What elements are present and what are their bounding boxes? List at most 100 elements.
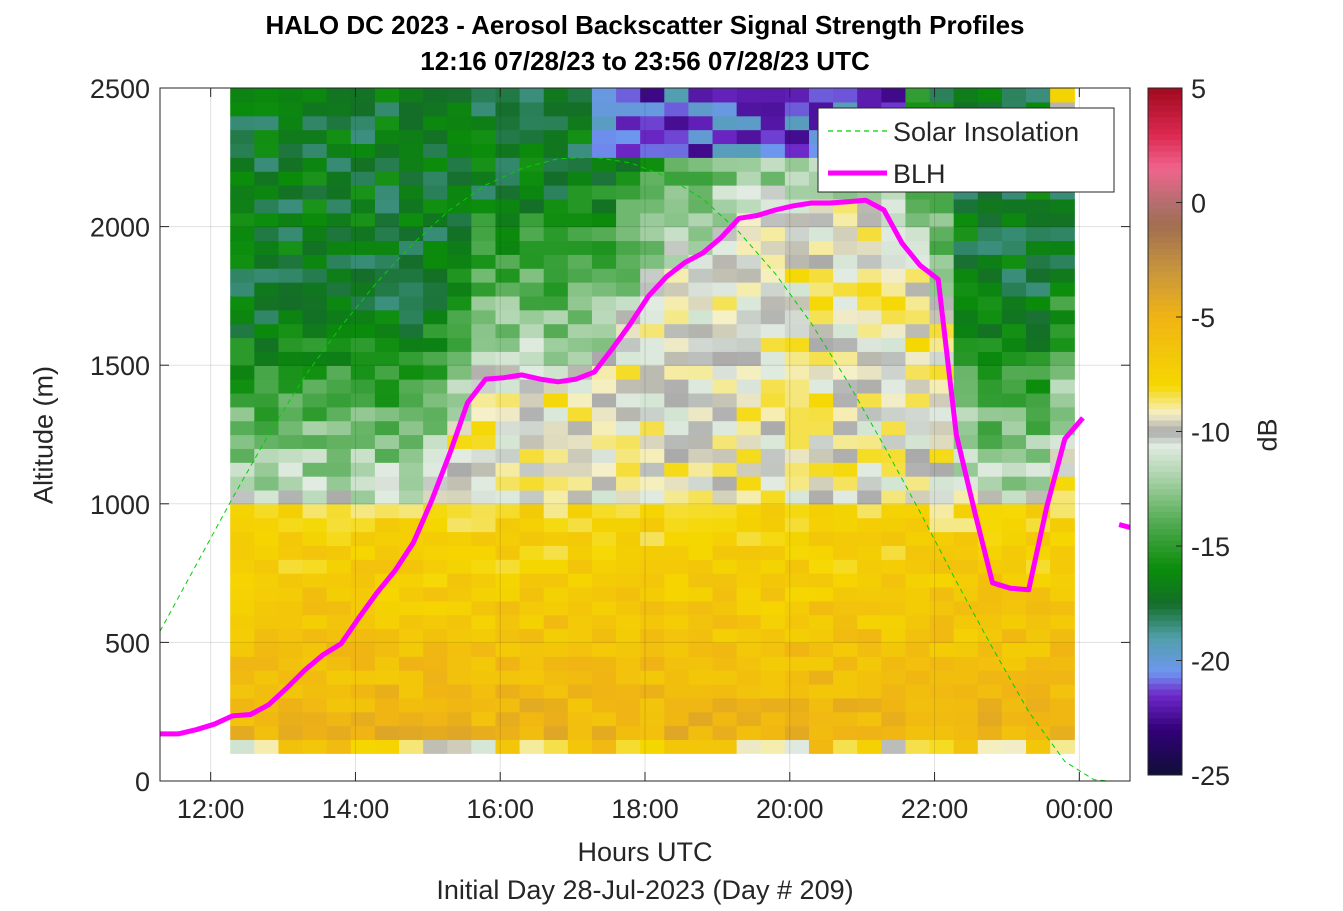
heatmap-cell [519,739,545,754]
heatmap-cell [1026,337,1051,352]
heatmap-cell [784,240,810,255]
heatmap-cell [374,240,400,255]
chart-title: HALO DC 2023 - Aerosol Backscatter Signa… [265,10,1025,40]
heatmap-cell [688,642,714,657]
heatmap-cell [399,670,424,685]
heatmap-cell [374,670,400,685]
heatmap-cell [471,143,497,158]
heatmap-cell [423,309,448,325]
heatmap-cell [977,406,1003,422]
heatmap-cell [616,670,641,685]
y-tick-label: 2000 [90,213,150,243]
heatmap-cell [977,600,1003,616]
heatmap-cell [326,406,352,422]
heatmap-cell [977,392,1003,408]
heatmap-cell [712,295,738,311]
heatmap-cell [399,379,424,394]
heatmap-cell [857,309,882,325]
colorbar-segment [1148,551,1182,558]
colorbar-tick-label: -25 [1191,761,1230,791]
colorbar-segment [1148,666,1182,673]
heatmap-cell [326,295,352,311]
heatmap-cell [326,683,352,699]
heatmap-cell [640,434,665,449]
heatmap-cell [664,434,690,449]
heatmap-cell [712,323,738,339]
heatmap-cell [640,420,665,436]
heatmap-cell [977,226,1003,242]
heatmap-cell [471,559,497,574]
heatmap-cell [857,212,882,228]
heatmap-cell [374,295,400,311]
heatmap-cell [953,337,979,352]
heatmap-cell [977,586,1003,602]
heatmap-cell [1026,489,1051,505]
heatmap-cell [664,392,690,408]
heatmap-cell [760,323,786,339]
heatmap-cell [760,739,786,754]
heatmap-cell [350,573,376,588]
heatmap-cell [519,295,545,311]
heatmap-cell [423,517,448,533]
colorbar-segment [1148,402,1182,410]
heatmap-cell [929,240,955,255]
heatmap-cell [278,489,304,505]
heatmap-cell [1050,559,1075,574]
heatmap-cell [423,614,448,630]
heatmap-cell [471,254,497,269]
colorbar-segment [1148,448,1182,455]
colorbar-segment [1148,534,1182,541]
heatmap-cell [447,337,472,352]
heatmap-cell [953,309,979,325]
heatmap-cell [760,670,786,685]
colorbar-segment [1148,299,1182,307]
heatmap-cell [881,642,907,657]
heatmap-cell [591,157,617,172]
heatmap-cell [881,711,907,727]
heatmap-cell [953,240,979,255]
heatmap-cell [1026,697,1051,713]
heatmap-cell [399,614,424,630]
heatmap-cell [1050,600,1075,616]
heatmap-cell [350,531,376,546]
heatmap-cell [495,268,521,283]
heatmap-cell [857,240,882,255]
heatmap-cell [495,559,521,574]
heatmap-cell [447,157,472,172]
heatmap-cell [374,600,400,616]
heatmap-cell [374,420,400,436]
heatmap-cell [567,628,593,643]
heatmap-cell [640,573,665,588]
heatmap-cell [591,628,617,643]
heatmap-cell [1050,295,1075,311]
heatmap-cell [760,240,786,255]
heatmap-cell [423,268,448,283]
heatmap-cell [278,614,304,630]
heatmap-cell [230,309,255,325]
heatmap-cell [350,185,376,200]
heatmap-cell [495,240,521,255]
heatmap-cell [712,628,738,643]
heatmap-cell [519,406,545,422]
heatmap-cell [543,268,569,283]
heatmap-cell [326,489,352,505]
heatmap-cell [567,254,593,269]
colorbar-segment [1148,362,1182,370]
heatmap-cell [712,697,738,713]
heatmap-cell [399,157,424,172]
heatmap-cell [1001,462,1027,477]
heatmap-cell [423,711,448,727]
heatmap-cell [350,392,376,408]
heatmap-cell [616,365,641,380]
heatmap-cell [953,448,979,463]
heatmap-cell [254,406,280,422]
heatmap-cell [857,725,882,741]
colorbar-segment [1148,740,1182,747]
heatmap-cell [447,295,472,311]
heatmap-cell [760,531,786,546]
heatmap-cell [616,517,641,533]
heatmap-cell [471,711,497,727]
colorbar-segment [1148,385,1182,392]
heatmap-cell [254,212,280,228]
heatmap-cell [736,254,762,269]
